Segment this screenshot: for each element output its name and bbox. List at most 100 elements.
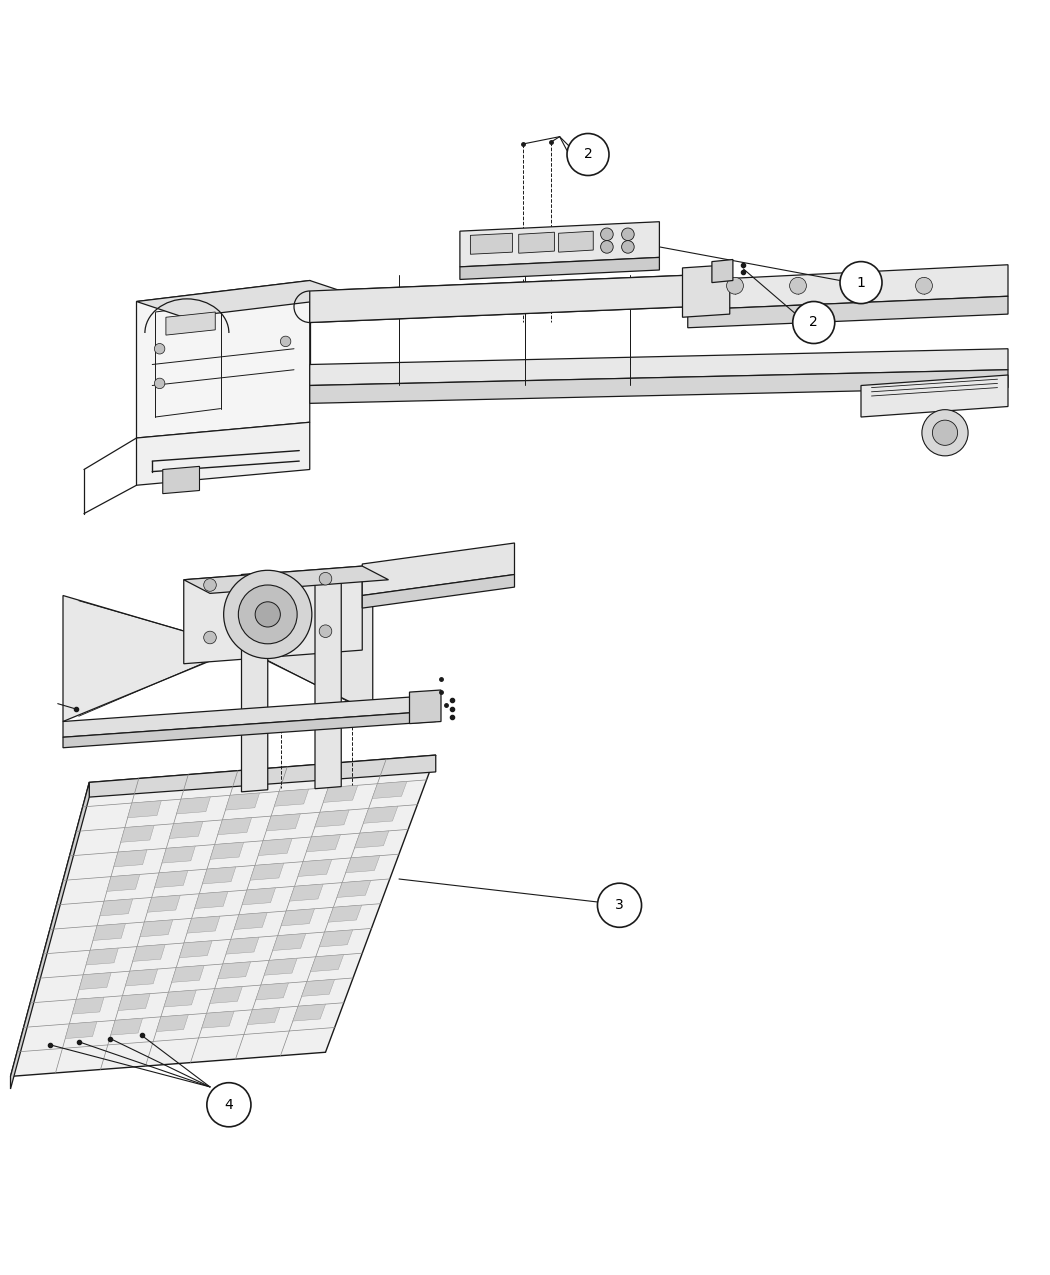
Polygon shape <box>113 850 147 867</box>
Polygon shape <box>470 233 512 254</box>
Text: 4: 4 <box>225 1098 233 1112</box>
Polygon shape <box>63 595 242 722</box>
Polygon shape <box>140 919 172 937</box>
Circle shape <box>727 278 743 295</box>
Circle shape <box>224 570 312 658</box>
Polygon shape <box>337 881 371 898</box>
Polygon shape <box>290 884 323 901</box>
Text: 3: 3 <box>615 899 624 912</box>
Polygon shape <box>243 887 275 905</box>
Polygon shape <box>410 690 441 724</box>
Polygon shape <box>107 875 140 891</box>
Polygon shape <box>100 899 132 915</box>
Polygon shape <box>202 1011 234 1028</box>
Polygon shape <box>169 821 203 839</box>
Polygon shape <box>184 566 388 593</box>
Polygon shape <box>712 260 733 283</box>
Polygon shape <box>93 923 126 941</box>
Polygon shape <box>248 1007 279 1025</box>
Polygon shape <box>274 789 309 806</box>
Circle shape <box>255 602 280 627</box>
Polygon shape <box>265 959 297 975</box>
Polygon shape <box>218 961 251 979</box>
Polygon shape <box>688 296 1008 328</box>
Circle shape <box>622 228 634 241</box>
Polygon shape <box>194 891 228 909</box>
Polygon shape <box>355 831 388 848</box>
Polygon shape <box>242 586 373 713</box>
Polygon shape <box>234 913 267 929</box>
Polygon shape <box>79 973 111 989</box>
Circle shape <box>853 278 869 295</box>
Polygon shape <box>281 909 315 926</box>
Polygon shape <box>861 375 1008 417</box>
Polygon shape <box>362 543 514 595</box>
Polygon shape <box>63 695 436 737</box>
Polygon shape <box>136 280 310 439</box>
Circle shape <box>204 631 216 644</box>
Circle shape <box>319 572 332 585</box>
Polygon shape <box>311 955 343 972</box>
Polygon shape <box>118 993 150 1011</box>
Polygon shape <box>298 859 332 876</box>
Polygon shape <box>136 422 310 486</box>
Circle shape <box>207 1082 251 1127</box>
Polygon shape <box>180 941 212 958</box>
Circle shape <box>601 228 613 241</box>
Polygon shape <box>166 312 215 335</box>
Polygon shape <box>110 1019 143 1035</box>
Polygon shape <box>242 572 268 792</box>
Polygon shape <box>323 785 358 802</box>
Polygon shape <box>217 817 252 835</box>
Circle shape <box>840 261 882 303</box>
Polygon shape <box>10 755 436 1076</box>
Polygon shape <box>187 917 220 933</box>
Circle shape <box>319 625 332 638</box>
Circle shape <box>622 241 634 254</box>
Polygon shape <box>226 793 259 810</box>
Polygon shape <box>362 575 514 608</box>
Circle shape <box>601 241 613 254</box>
Polygon shape <box>164 991 196 1007</box>
Polygon shape <box>460 258 659 279</box>
Text: 2: 2 <box>584 148 592 162</box>
Circle shape <box>922 409 968 456</box>
Polygon shape <box>63 711 436 747</box>
Polygon shape <box>372 782 407 798</box>
Polygon shape <box>128 801 162 817</box>
Polygon shape <box>136 280 357 317</box>
Polygon shape <box>210 843 244 859</box>
Polygon shape <box>10 783 89 1089</box>
Polygon shape <box>688 265 1008 310</box>
Polygon shape <box>315 810 349 827</box>
Polygon shape <box>156 1015 188 1031</box>
Polygon shape <box>519 232 554 254</box>
Polygon shape <box>307 835 340 852</box>
Polygon shape <box>293 1005 326 1021</box>
Polygon shape <box>301 979 335 996</box>
Polygon shape <box>226 937 259 954</box>
Circle shape <box>238 585 297 644</box>
Polygon shape <box>328 905 361 922</box>
Polygon shape <box>319 929 353 947</box>
Polygon shape <box>72 997 104 1014</box>
Polygon shape <box>125 969 158 986</box>
Polygon shape <box>210 987 243 1003</box>
Polygon shape <box>203 867 236 884</box>
Text: 1: 1 <box>857 275 865 289</box>
Polygon shape <box>315 569 341 789</box>
Polygon shape <box>89 755 436 797</box>
Circle shape <box>932 421 958 445</box>
Polygon shape <box>86 949 119 965</box>
Circle shape <box>154 379 165 389</box>
Polygon shape <box>258 839 292 856</box>
Circle shape <box>916 278 932 295</box>
Circle shape <box>154 343 165 354</box>
Polygon shape <box>171 965 204 982</box>
Polygon shape <box>121 825 154 843</box>
Polygon shape <box>273 933 306 951</box>
Polygon shape <box>460 222 659 266</box>
Circle shape <box>790 278 806 295</box>
Polygon shape <box>154 871 188 887</box>
Polygon shape <box>162 847 195 863</box>
